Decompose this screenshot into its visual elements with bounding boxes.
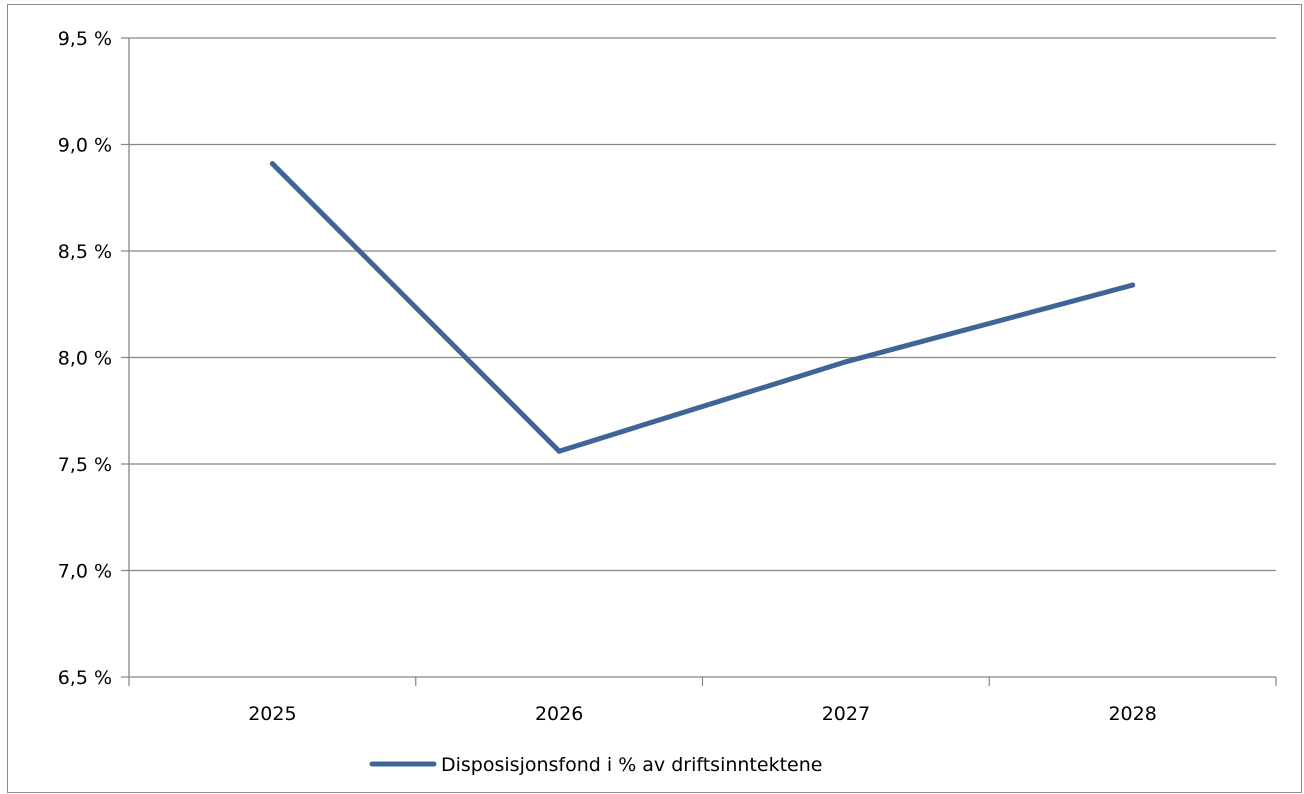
legend-label: Disposisjonsfond i % av driftsinntektene bbox=[441, 754, 822, 776]
x-tick-label: 2027 bbox=[822, 703, 870, 725]
data-point bbox=[556, 448, 562, 454]
y-tick-label: 9,0 % bbox=[58, 135, 112, 157]
y-ticks: 6,5 % 7,0 % 7,5 % 8,0 % 8,5 % 9,0 % 9,5 % bbox=[58, 28, 129, 689]
x-tick-label: 2028 bbox=[1108, 703, 1156, 725]
y-tick-label: 8,0 % bbox=[58, 348, 112, 370]
gridlines bbox=[129, 37, 1276, 572]
data-point bbox=[843, 359, 849, 365]
y-tick-label: 6,5 % bbox=[58, 667, 112, 689]
series-line bbox=[269, 161, 1136, 454]
y-tick-label: 8,5 % bbox=[58, 241, 112, 263]
x-tick-label: 2025 bbox=[248, 703, 296, 725]
y-tick-label: 7,0 % bbox=[58, 561, 112, 583]
data-point bbox=[1130, 282, 1136, 288]
x-tick-label: 2026 bbox=[535, 703, 583, 725]
series-layer bbox=[269, 161, 1136, 454]
data-point bbox=[269, 161, 275, 167]
chart-frame bbox=[7, 4, 1302, 793]
x-ticks: 2025 2026 2027 2028 bbox=[128, 677, 1277, 725]
y-tick-label: 7,5 % bbox=[58, 454, 112, 476]
legend: Disposisjonsfond i % av driftsinntektene bbox=[369, 754, 822, 776]
y-tick-label: 9,5 % bbox=[58, 28, 112, 50]
